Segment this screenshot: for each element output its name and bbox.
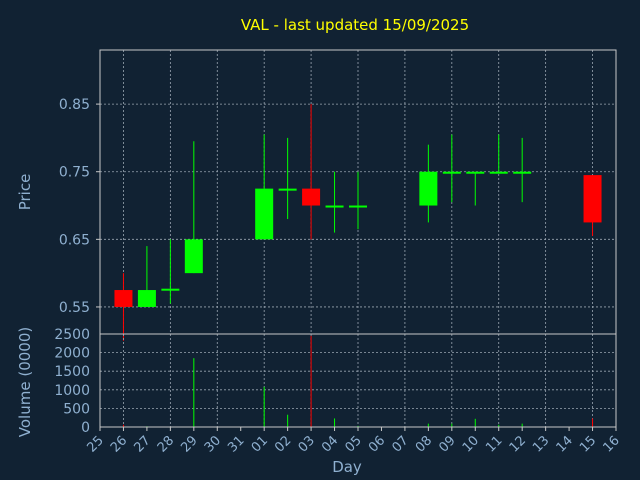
volume-panel: 0 500 1000 1500 2000 2500 [54, 327, 617, 436]
x-tick-label: 01 [249, 433, 271, 455]
volume-axis-label: Volume (0000) [16, 327, 34, 437]
candle-body [325, 205, 344, 208]
volume-tick-label: 0 [81, 420, 90, 436]
x-tick-label: 28 [155, 433, 177, 455]
price-tick-label: 0.55 [59, 300, 90, 316]
candle-body [161, 288, 180, 291]
x-tick-label: 13 [530, 433, 552, 455]
candle-body [278, 188, 297, 191]
candle-body [255, 188, 274, 240]
candle-body [466, 171, 485, 174]
x-tick-label: 10 [460, 433, 482, 455]
x-tick-label: 14 [554, 433, 576, 455]
candle-body [302, 188, 321, 206]
price-tick-label: 0.75 [59, 165, 90, 181]
x-axis-label: Day [332, 458, 362, 476]
x-tick-label: 02 [272, 433, 294, 455]
x-tick-label: 11 [483, 433, 505, 455]
x-tick-label: 30 [202, 433, 224, 455]
volume-tick-label: 500 [63, 401, 90, 417]
x-tick-label: 09 [436, 433, 458, 455]
candle-body [137, 290, 156, 307]
x-tick-label: 06 [366, 433, 388, 455]
candle-body [489, 171, 508, 174]
x-tick-label: 25 [85, 433, 107, 455]
candle-body [349, 205, 367, 208]
volume-tick-label: 1000 [54, 383, 90, 399]
candle-body [419, 171, 438, 206]
x-tick-label: 26 [108, 433, 130, 455]
x-tick-label: 07 [389, 433, 411, 455]
x-axis: 25 26 27 28 29 30 31 01 02 03 04 05 06 07 08 09 10 11 12 13… [85, 427, 623, 456]
volume-tick-label: 2000 [54, 346, 90, 362]
candle-body [513, 171, 532, 174]
x-tick-label: 31 [225, 433, 247, 455]
price-tick-label: 0.85 [59, 97, 90, 113]
chart-title: VAL - last updated 15/09/2025 [241, 16, 469, 34]
price-axis-label: Price [16, 174, 34, 211]
volume-tick-label: 2500 [54, 327, 90, 343]
candle-body [184, 239, 203, 274]
x-tick-label: 15 [577, 433, 599, 455]
x-tick-label: 27 [131, 433, 153, 455]
x-tick-label: 08 [413, 433, 435, 455]
candle-body [583, 175, 602, 223]
x-tick-label: 04 [319, 433, 341, 455]
candle-body [442, 171, 461, 174]
volume-tick-label: 1500 [54, 364, 90, 380]
price-tick-label: 0.65 [59, 232, 90, 248]
x-tick-label: 03 [296, 433, 318, 455]
x-tick-label: 12 [507, 433, 529, 455]
x-tick-label: 16 [601, 433, 623, 455]
x-tick-label: 29 [178, 433, 200, 455]
candle-body [114, 290, 133, 307]
x-tick-label: 05 [343, 433, 365, 455]
price-panel: 0.55 0.65 0.75 0.85 [59, 49, 617, 341]
